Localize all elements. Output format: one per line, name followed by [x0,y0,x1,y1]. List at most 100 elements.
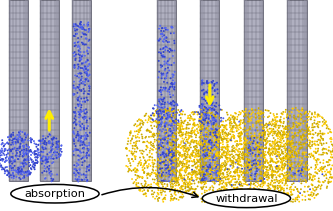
Point [284,171,289,174]
Point [258,139,264,142]
Point [187,156,192,159]
Point [176,122,181,125]
Point [209,167,214,170]
Point [303,168,309,171]
Point [266,130,271,134]
Point [17,133,22,136]
Point [209,103,214,107]
Point [246,117,251,120]
Point [167,123,172,127]
Point [250,111,256,114]
Point [17,155,22,158]
Point [87,73,92,76]
Point [86,168,92,172]
Point [222,159,228,163]
Point [244,132,249,136]
Point [245,187,251,191]
Point [165,107,170,110]
Point [239,156,245,160]
Point [314,186,319,189]
Point [209,192,215,195]
Point [166,128,171,132]
Point [217,154,223,158]
Point [272,145,277,148]
Point [252,145,258,148]
Point [213,118,218,121]
Point [84,72,89,75]
Point [173,176,179,179]
Point [33,158,39,162]
Point [266,186,272,189]
Point [275,120,280,123]
Point [157,164,162,167]
Point [300,146,305,149]
Point [263,160,268,163]
Point [165,90,170,93]
Point [281,157,286,160]
Point [199,179,204,182]
Point [255,181,260,185]
Point [83,135,89,139]
Point [289,183,295,186]
Point [184,147,189,151]
Point [247,118,252,121]
Point [174,119,179,122]
Point [156,39,162,42]
Point [193,170,198,174]
Point [210,127,215,131]
Point [46,167,52,171]
Point [161,171,166,174]
Point [199,131,204,134]
Point [245,171,251,174]
Point [166,63,172,66]
Point [154,173,159,176]
Point [327,170,332,173]
Point [270,146,275,150]
Point [170,185,175,189]
Point [82,134,88,137]
Point [172,70,177,73]
Point [158,175,164,178]
Point [299,138,304,141]
Point [223,156,229,160]
Point [313,131,318,135]
Point [200,150,205,154]
Point [75,67,81,70]
Point [172,147,177,150]
Point [8,134,13,137]
Point [31,139,37,143]
Point [19,149,24,152]
Point [229,175,235,179]
Point [178,116,183,120]
Point [278,134,284,137]
Point [279,148,284,152]
Point [279,135,285,138]
Point [239,164,244,167]
Point [200,164,205,167]
Point [310,175,315,179]
Point [206,124,211,128]
Point [305,126,311,130]
Point [221,149,227,153]
Point [43,157,49,160]
Point [274,161,279,165]
Point [223,167,228,171]
Point [247,137,253,140]
Point [264,174,270,177]
Point [141,140,147,143]
Point [281,117,287,120]
Point [306,132,311,136]
Point [259,111,265,115]
Point [219,119,224,122]
Point [32,152,37,156]
Point [247,187,252,190]
Point [243,196,248,199]
Point [209,165,214,169]
Point [253,165,258,168]
Point [246,159,251,162]
Point [142,193,148,196]
Point [273,122,278,125]
Point [253,141,258,144]
Point [142,141,147,144]
Point [212,153,218,157]
